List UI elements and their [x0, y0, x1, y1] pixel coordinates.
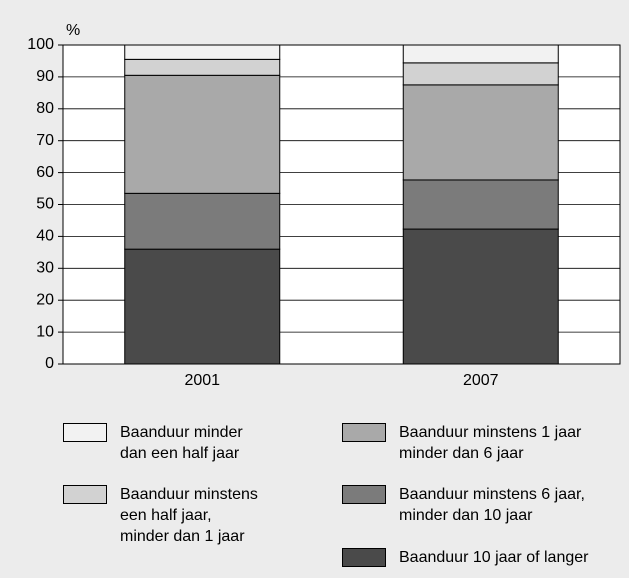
bar-segment	[402, 62, 559, 86]
legend-label: Baanduur minder dan een half jaar	[120, 424, 243, 462]
bar-segment	[124, 248, 281, 365]
bar-segment	[124, 192, 281, 250]
legend-swatch	[342, 485, 386, 504]
legend-label: Baanduur minstens 6 jaar, minder dan 10 …	[399, 486, 585, 524]
legend-swatch	[342, 423, 386, 442]
legend-swatch	[63, 485, 107, 504]
y-tick-label: 40	[36, 228, 54, 245]
x-tick-label: 2001	[184, 372, 220, 389]
bar-segment	[124, 44, 281, 60]
y-axis-label: %	[66, 22, 80, 39]
legend-label: Baanduur minstens een half jaar, minder …	[120, 486, 258, 545]
y-tick-label: 20	[36, 291, 54, 308]
y-tick-label: 0	[45, 355, 54, 372]
y-tick-label: 10	[36, 323, 54, 340]
y-tick-label: 70	[36, 132, 54, 149]
y-tick-label: 50	[36, 196, 54, 213]
legend-label: Baanduur 10 jaar of langer	[399, 549, 589, 566]
legend-label: Baanduur minstens 1 jaar minder dan 6 ja…	[399, 424, 582, 462]
bar-segment	[124, 58, 281, 76]
bar-segment	[402, 44, 559, 64]
x-tick-label: 2007	[463, 372, 499, 389]
legend-swatch	[342, 548, 386, 567]
bar-segment	[402, 179, 559, 230]
y-tick-label: 90	[36, 68, 54, 85]
y-tick-label: 30	[36, 260, 54, 277]
y-tick-label: 60	[36, 164, 54, 181]
legend-swatch	[63, 423, 107, 442]
plot-border	[62, 44, 621, 365]
y-tick-label: 80	[36, 100, 54, 117]
y-tick-label: 100	[27, 36, 54, 53]
plot: % 0 10 20 30 40 50 60 70 80 90 100 2001 2007	[27, 22, 621, 389]
bar-segment	[402, 84, 559, 181]
bar-segment	[402, 228, 559, 365]
bar-segment	[124, 74, 281, 194]
